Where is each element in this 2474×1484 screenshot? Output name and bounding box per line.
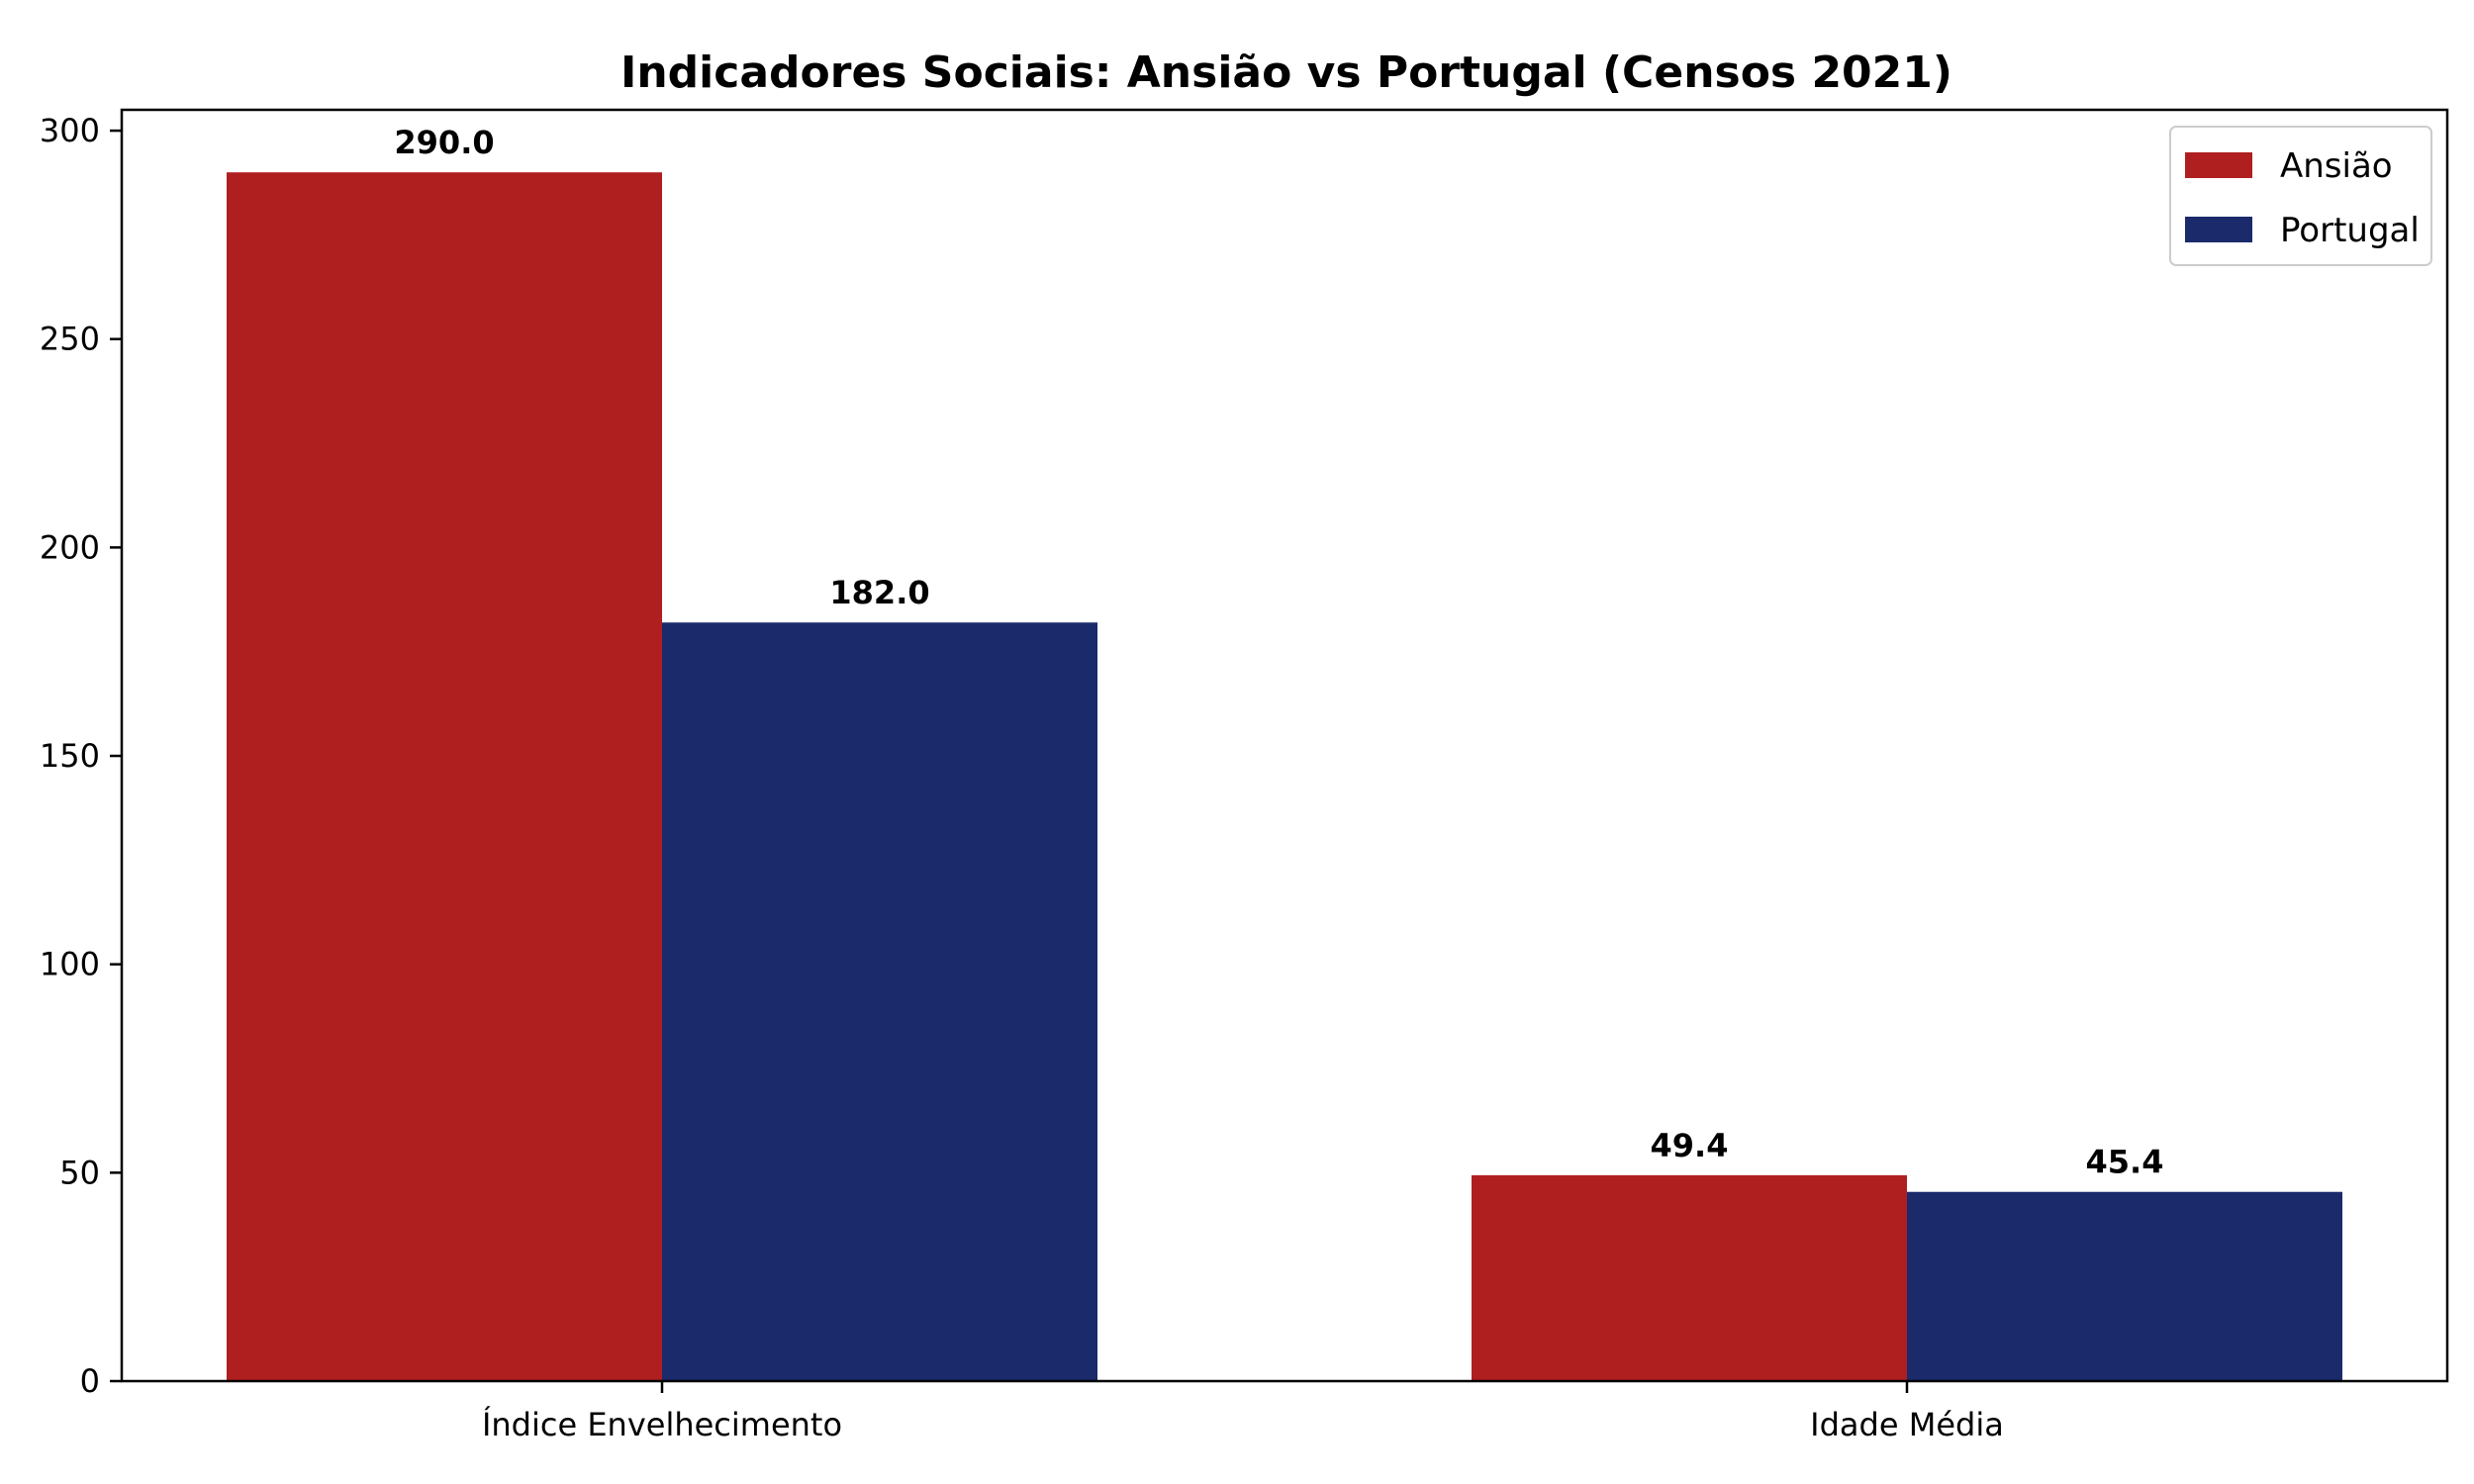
y-tick-label: 50 [59,1154,100,1191]
legend-swatch-portugal [2185,217,2252,242]
bars-layer [227,172,2342,1381]
bar-value-label: 45.4 [2086,1144,2164,1181]
bar-value-label: 290.0 [394,124,494,161]
legend: Ansião Portugal [2169,126,2432,266]
y-tick-label: 100 [40,946,100,983]
legend-label: Portugal [2280,211,2420,250]
y-axis: 0 50 100 150 200 250 300 [40,112,122,1400]
y-tick-label: 200 [40,528,100,566]
x-tick-label: Idade Média [1810,1406,2004,1443]
bar-portugal-1 [1907,1191,2342,1381]
bar-ansi-o-0 [227,172,662,1381]
bar-ansi-o-1 [1472,1174,1907,1381]
plot-area-frame [120,108,2449,1383]
y-tick-label: 0 [80,1362,100,1400]
bar-portugal-0 [662,622,1097,1381]
bar-value-label: 182.0 [829,574,929,611]
y-tick-label: 300 [40,112,100,149]
chart-title: Indicadores Sociais: Ansião vs Portugal … [620,47,1952,98]
x-tick-label: Índice Envelhecimento [482,1406,842,1443]
legend-swatch-ansi-o [2185,152,2252,178]
y-tick-label: 150 [40,737,100,775]
x-axis: Índice Envelhecimento Idade Média [482,1381,2004,1443]
y-tick-label: 250 [40,321,100,358]
bar-value-label: 49.4 [1651,1127,1729,1164]
bar-labels-layer: 290.0 49.4 182.0 45.4 [394,124,2163,1181]
legend-label: Ansião [2280,146,2393,186]
